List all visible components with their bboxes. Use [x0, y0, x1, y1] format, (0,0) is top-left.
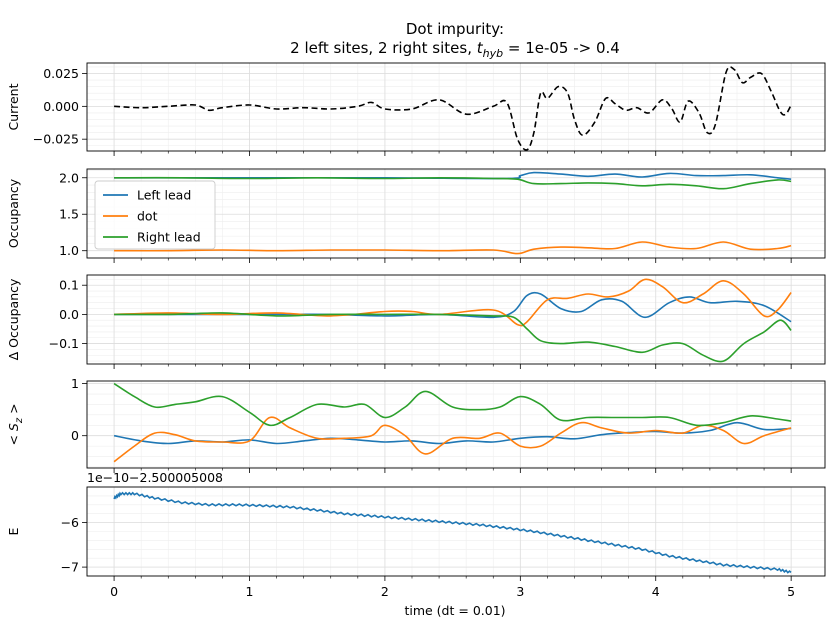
axes-frame — [86, 486, 826, 577]
y-axis-label: Δ Occupancy — [6, 278, 21, 360]
x-tick-label: 4 — [652, 584, 660, 599]
y-tick-label: 0 — [71, 428, 79, 443]
x-tick-label: 3 — [516, 584, 524, 599]
axes-frame — [86, 274, 826, 365]
axes-frame — [86, 168, 826, 259]
legend-entry: Left lead — [137, 188, 191, 203]
subplot-4: 1 0 < Sz > — [6, 376, 826, 473]
series-line-dot — [114, 278, 792, 327]
series-line-right-lead — [113, 382, 792, 427]
series-line-dot — [113, 416, 792, 463]
chart-title-line2: 2 left sites, 2 right sites, thyb = 1e-0… — [290, 39, 620, 60]
y-tick-label: 0.1 — [59, 278, 79, 293]
y-tick-label: −6 — [61, 515, 79, 530]
subplot-2: 2.0 1.5 1.0 Occupancy Left lead dot Right lead — [6, 168, 826, 263]
legend-box — [94, 180, 216, 250]
subplot-3: 0.1 0.0 −0.1 Δ Occupancy — [6, 274, 826, 369]
offset-label: 1e−10−2.500005008 — [87, 470, 223, 485]
y-tick-label: −0.1 — [49, 336, 79, 351]
y-axis-label: Occupancy — [6, 178, 21, 248]
legend-entry: dot — [137, 209, 158, 224]
subplot-panels: 0.0250.000−0.025Current2.01.51.0Occupanc… — [6, 62, 826, 599]
x-tick-label: 1 — [246, 584, 254, 599]
y-tick-label: −0.025 — [33, 132, 79, 147]
series-line-left-lead — [113, 421, 792, 445]
chart-title-line1: Dot impurity: — [406, 20, 504, 38]
x-tick-label: 2 — [381, 584, 389, 599]
y-axis-label: Current — [6, 83, 21, 130]
legend: Left lead dot Right lead — [94, 180, 216, 250]
series-line — [113, 491, 792, 574]
series-line-dot — [114, 241, 792, 255]
y-tick-label: 2.0 — [59, 170, 79, 185]
axes-frame — [86, 380, 826, 469]
subplot-5: −6 −7 E 1e−10−2.500005008 0 1 2 3 4 5 — [6, 470, 826, 599]
y-tick-label: 0.0 — [59, 307, 79, 322]
y-axis-label: < Sz > — [6, 403, 25, 445]
x-tick-label: 5 — [787, 584, 795, 599]
y-tick-label: 0.000 — [43, 99, 79, 114]
subplot-1: 0.025 0.000 −0.025 Current — [6, 62, 826, 156]
y-tick-label: −7 — [61, 560, 79, 575]
y-axis-label: E — [6, 527, 21, 535]
y-tick-label: 1.0 — [59, 243, 79, 258]
y-tick-label: 1.5 — [59, 207, 79, 222]
axes-frame — [86, 62, 826, 152]
y-tick-label: 0.025 — [43, 66, 79, 81]
series-line-right-lead — [114, 176, 792, 190]
legend-entry: Right lead — [137, 230, 201, 245]
series-line-current — [114, 65, 792, 151]
x-tick-label: 0 — [110, 584, 118, 599]
x-axis-label: time (dt = 0.01) — [404, 603, 505, 618]
series-line-right-lead — [114, 312, 792, 363]
y-tick-label: 1 — [71, 376, 79, 391]
